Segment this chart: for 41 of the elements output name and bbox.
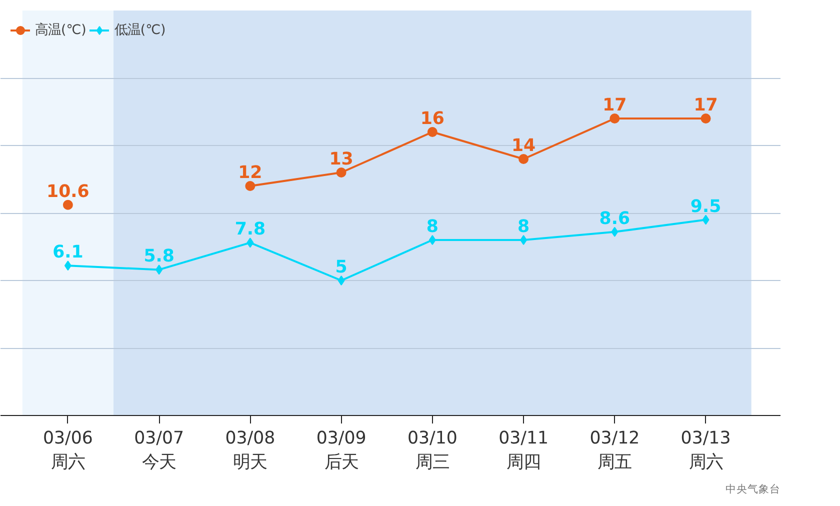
point: [156, 264, 163, 275]
point: [336, 168, 346, 178]
point: [428, 235, 436, 245]
data-label: 12: [238, 163, 262, 183]
point: [64, 260, 72, 271]
point: [702, 214, 710, 225]
x-tick-label: 03/07 今天: [134, 428, 184, 472]
legend-label: 低温(℃): [114, 22, 166, 39]
data-label: 10.6: [46, 182, 90, 202]
x-tick-label: 03/06 周六: [42, 428, 93, 472]
data-label: 16: [420, 109, 444, 129]
text: 中央气象台: [726, 482, 780, 496]
data-label: 7.8: [234, 220, 266, 240]
x-tick-label: 03/10 周三: [407, 428, 458, 472]
data-label: 5.8: [144, 246, 174, 267]
data-label: 8: [426, 217, 438, 237]
legend-label: 高温(℃): [35, 22, 86, 39]
data-label: 17: [694, 96, 718, 116]
point: [246, 238, 254, 248]
x-tick-label: 03/12 周五: [590, 428, 640, 472]
x-tick-label: 03/09 后天: [316, 428, 366, 472]
data-label: 14: [511, 136, 536, 156]
data-label: 5: [335, 258, 348, 278]
x-tick-label: 03/11 周四: [498, 428, 549, 472]
data-label: 8.6: [599, 208, 630, 229]
data-label: 8: [518, 217, 530, 237]
point: [62, 200, 73, 210]
point: [611, 226, 618, 237]
x-tick-label: 03/13 周六: [680, 428, 731, 472]
point: [520, 235, 528, 245]
point: [427, 127, 438, 137]
data-label: 9.5: [690, 196, 722, 217]
point: [610, 114, 620, 124]
point: [338, 276, 345, 286]
point: [245, 181, 256, 191]
data-label: 6.1: [52, 242, 84, 263]
data-label: 13: [329, 150, 354, 170]
point: [518, 154, 529, 164]
point: [700, 114, 711, 124]
data-label: 17: [602, 96, 627, 116]
x-tick-label: 03/08 明天: [225, 428, 276, 472]
